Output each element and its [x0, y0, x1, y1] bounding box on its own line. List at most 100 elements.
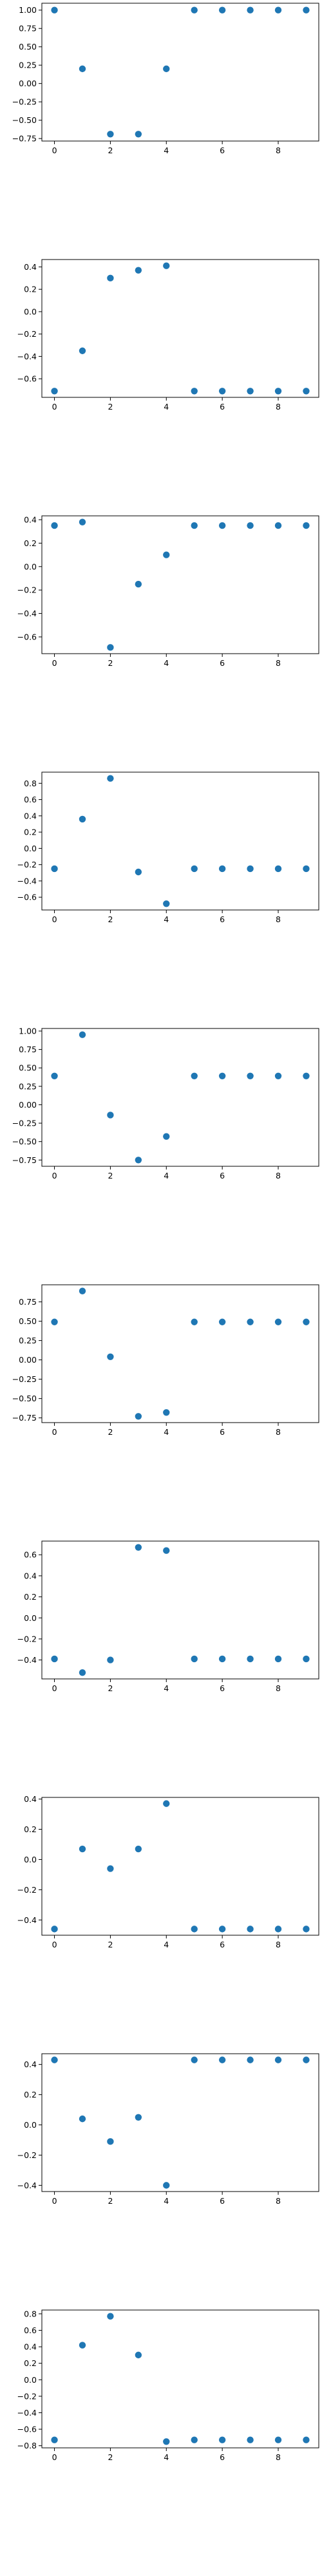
x-tick-label: 0 [52, 402, 57, 412]
y-axis: 1.00 0.75 0.50 0.25 0.00 −0.25 −0.50 −0.75 [12, 5, 42, 144]
x-tick-label: 8 [276, 402, 281, 412]
subplot-2: 0 2 4 6 8 0.4 0.2 0.0 −0.2 −0.4 −0.6 [17, 259, 319, 412]
y-tick-label: 0.4 [24, 262, 37, 272]
data-point [303, 2056, 310, 2063]
x-tick-label: 4 [164, 1940, 169, 1949]
data-point [79, 65, 86, 73]
x-tick-label: 2 [108, 2196, 113, 2206]
data-points [51, 2313, 310, 2445]
x-tick-label: 2 [108, 914, 113, 924]
x-tick-label: 6 [220, 1940, 225, 1949]
data-point [107, 1865, 114, 1872]
y-tick-label: −0.2 [17, 860, 37, 869]
axes-frame [41, 2309, 319, 2448]
x-tick-label: 6 [220, 1683, 225, 1693]
data-point [79, 1287, 86, 1294]
data-point [218, 522, 226, 529]
x-tick-label: 2 [108, 1940, 113, 1949]
data-point [191, 865, 198, 873]
data-point [303, 6, 310, 14]
x-tick-label: 8 [276, 2196, 281, 2206]
y-tick-label: −0.2 [17, 1634, 37, 1643]
y-tick-label: −0.4 [17, 352, 37, 361]
y-tick-label: −0.4 [17, 876, 37, 886]
y-tick-label: 0.75 [19, 1045, 37, 1054]
y-tick-label: 0.2 [24, 2358, 37, 2368]
data-point [218, 865, 226, 873]
y-tick-label: 0.25 [19, 1336, 37, 1345]
y-tick-label: −0.4 [17, 2181, 37, 2190]
data-point [79, 1031, 86, 1038]
y-tick-label: 0.2 [24, 285, 37, 294]
axes-frame [41, 1540, 319, 1680]
data-points [51, 518, 310, 651]
data-point [247, 1072, 254, 1080]
y-tick-label: 0.6 [24, 1550, 37, 1560]
axes-frame [41, 1797, 319, 1936]
y-tick-label: 0.2 [24, 538, 37, 548]
axes-frame [41, 3, 319, 142]
data-point [51, 865, 58, 873]
data-point [247, 1318, 254, 1325]
x-tick-label: 0 [52, 1171, 57, 1180]
x-tick-label: 6 [220, 2452, 225, 2462]
y-tick-label: −0.25 [12, 97, 37, 107]
data-point [79, 1845, 86, 1853]
data-point [274, 2056, 282, 2063]
data-point [163, 1133, 170, 1140]
data-point [274, 1926, 282, 1933]
y-tick-label: −0.8 [17, 2441, 37, 2450]
x-tick-label: 8 [276, 658, 281, 668]
data-point [218, 2056, 226, 2063]
y-tick-label: −0.2 [17, 1885, 37, 1895]
data-point [51, 6, 58, 14]
data-points [51, 1800, 310, 1933]
axes-frame [41, 1028, 319, 1167]
y-tick-label: 0.0 [24, 2375, 37, 2385]
data-point [303, 388, 310, 395]
data-point [274, 388, 282, 395]
x-tick-label: 6 [220, 1427, 225, 1437]
data-point [79, 2115, 86, 2123]
x-tick-label: 2 [108, 1683, 113, 1693]
data-point [79, 1669, 86, 1676]
x-tick-label: 4 [164, 402, 169, 412]
data-point [191, 1318, 198, 1325]
x-axis: 0 2 4 6 8 [52, 1935, 281, 1949]
y-tick-label: −0.2 [17, 2150, 37, 2160]
x-tick-label: 4 [164, 658, 169, 668]
x-tick-label: 4 [164, 2196, 169, 2206]
data-point [135, 1845, 142, 1853]
x-tick-label: 8 [276, 1683, 281, 1693]
subplot-8: 0 2 4 6 8 0.4 0.2 0.0 −0.2 −0.4 [17, 1794, 319, 1949]
data-point [51, 522, 58, 529]
x-tick-label: 4 [164, 2452, 169, 2462]
x-tick-label: 4 [164, 146, 169, 155]
x-tick-label: 8 [276, 1427, 281, 1437]
data-point [303, 1926, 310, 1933]
subplot-4: 0 2 4 6 8 0.8 0.6 0.4 0.2 0.0 −0.2 −0.4 −0.6 [17, 772, 319, 924]
y-axis: 0.8 0.6 0.4 0.2 0.0 −0.2 −0.4 −0.6 −0.8 [17, 2309, 42, 2450]
y-tick-label: 0.4 [24, 811, 37, 820]
y-tick-label: −0.4 [17, 609, 37, 618]
data-point [135, 580, 142, 588]
x-axis: 0 2 4 6 8 [52, 397, 281, 412]
y-tick-label: 0.2 [24, 1592, 37, 1602]
y-axis: 1.00 0.75 0.50 0.25 0.00 −0.25 −0.50 −0.75 [12, 1027, 42, 1165]
data-point [191, 2056, 198, 2063]
data-point [247, 2056, 254, 2063]
y-tick-label: 0.25 [19, 1081, 37, 1091]
y-axis: 0.8 0.6 0.4 0.2 0.0 −0.2 −0.4 −0.6 [17, 779, 42, 902]
y-tick-label: −0.6 [17, 893, 37, 902]
y-tick-label: −0.6 [17, 374, 37, 384]
data-point [218, 1655, 226, 1663]
data-point [51, 1318, 58, 1325]
subplot-9: 0 2 4 6 8 0.4 0.2 0.0 −0.2 −0.4 [17, 2053, 319, 2206]
data-point [191, 1655, 198, 1663]
data-point [135, 1544, 142, 1551]
y-tick-label: −0.75 [12, 1413, 37, 1423]
data-points [51, 1287, 310, 1420]
x-axis: 0 2 4 6 8 [52, 1166, 281, 1180]
axes-frame [41, 259, 319, 398]
